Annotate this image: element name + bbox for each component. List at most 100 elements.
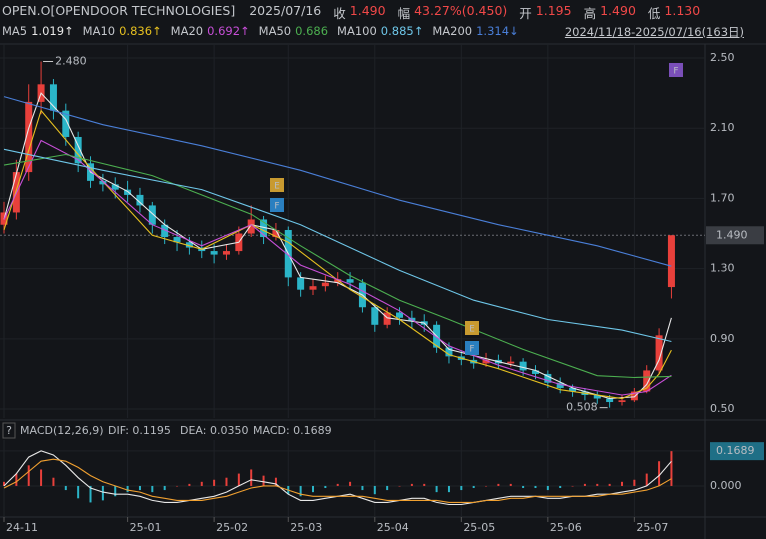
macd-bar	[658, 461, 661, 486]
field-label: 收	[333, 6, 346, 21]
macd-bar	[237, 473, 240, 486]
macd-bar	[163, 485, 166, 491]
macd-bar	[27, 465, 30, 486]
candle-body	[507, 361, 515, 364]
candle-body	[396, 312, 404, 318]
candle-body	[124, 189, 132, 195]
date: 2025/07/16	[249, 3, 322, 18]
macd-bar	[546, 485, 549, 491]
event-marker[interactable]	[465, 341, 479, 355]
macd-last-label: 0.1689	[716, 444, 755, 457]
candle-body	[618, 400, 626, 403]
ma-line	[3, 109, 672, 400]
macd-last-box	[710, 442, 764, 461]
event-marker[interactable]	[270, 198, 284, 212]
event-marker[interactable]	[270, 178, 284, 192]
macd-bar	[52, 477, 55, 486]
macd-bar	[213, 479, 216, 486]
macd-bar	[583, 483, 586, 486]
candle-body	[630, 391, 638, 401]
candle-body	[161, 224, 169, 238]
macd-bar	[299, 485, 302, 497]
macd-bar	[472, 485, 475, 489]
ma-line	[3, 139, 672, 396]
range-label[interactable]: 2024/11/18-2025/07/16(163日)	[564, 25, 744, 39]
legend-name: MA5	[2, 24, 28, 38]
macd-label: MACD: 0.1689	[253, 424, 332, 437]
macd-bar	[64, 485, 67, 491]
help-box[interactable]	[2, 422, 16, 439]
candle-body	[482, 359, 490, 364]
x-tick-label: 25-07	[636, 521, 668, 534]
event-marker[interactable]	[465, 321, 479, 335]
macd-bar	[410, 483, 413, 486]
field-label: 幅	[397, 6, 411, 21]
macd-bar	[312, 485, 314, 493]
field-value: 43.27%(0.450)	[414, 3, 508, 18]
field-value: 1.130	[664, 3, 701, 18]
macd-line	[3, 458, 672, 503]
ma-line	[3, 153, 672, 379]
macd-bar	[571, 485, 574, 487]
legend-value: 0.885↑	[380, 24, 424, 38]
ma-legend: MA5 1.019↑ MA10 0.836↑ MA20 0.692↑ MA50 0.686 MA…	[2, 24, 528, 38]
candle-body	[667, 235, 675, 288]
legend-name: MA50	[258, 24, 292, 38]
event-label: F	[673, 67, 678, 77]
candle-body	[222, 251, 230, 255]
event-marker[interactable]	[669, 63, 683, 77]
legend-value: 1.019↑	[31, 24, 74, 38]
candle-body	[309, 286, 317, 290]
macd-bar	[336, 483, 339, 486]
macd-bar	[398, 485, 401, 487]
macd-bar	[225, 477, 228, 486]
macd-bar	[633, 479, 636, 486]
macd-bar	[15, 473, 18, 486]
high-label: 2.480	[55, 54, 87, 67]
event-label: E	[469, 325, 475, 335]
macd-bar	[373, 485, 376, 495]
macd-bar	[176, 485, 179, 487]
candle-body	[260, 219, 268, 238]
candle-body	[25, 101, 33, 173]
y-tick-label: 0.50	[710, 402, 735, 415]
candle-body	[297, 277, 305, 290]
macd-bar	[3, 481, 5, 486]
candle-body	[606, 398, 614, 403]
macd-bar	[138, 485, 141, 491]
field-label: 开	[519, 6, 532, 21]
candle-body	[445, 347, 453, 357]
candle-body	[383, 312, 391, 325]
macd-bar	[262, 475, 265, 486]
candle-body	[210, 251, 218, 255]
macd-bar	[126, 485, 129, 493]
quote-row: OPEN.O[OPENDOOR TECHNOLOGIES] 2025/07/16…	[2, 3, 700, 22]
macd-bar	[559, 485, 562, 489]
macd-bar	[670, 451, 673, 486]
candle-body	[148, 205, 156, 225]
macd-bar	[386, 485, 389, 491]
macd-bar	[89, 485, 92, 503]
y-tick-label: 0.000	[710, 479, 742, 492]
candle-body	[173, 237, 181, 243]
event-label: F	[274, 202, 279, 212]
field-value: 1.195	[535, 3, 572, 18]
field-value: 1.490	[600, 3, 636, 18]
event-label: E	[274, 182, 280, 192]
macd-bar	[200, 481, 203, 486]
macd-bar	[485, 485, 488, 487]
legend-value: 1.314↓	[476, 24, 519, 38]
last-price-box	[706, 226, 764, 245]
candle-body	[185, 242, 193, 248]
dif-label: DIF: 0.1195	[108, 424, 171, 437]
ma-line	[3, 96, 672, 267]
ma-line	[3, 92, 672, 400]
candle-body	[334, 279, 342, 283]
help-icon[interactable]: ?	[6, 424, 12, 437]
ma-line	[3, 148, 672, 343]
macd-bar	[324, 485, 327, 489]
low-label: 0.508	[566, 401, 598, 414]
macd-bar	[274, 477, 277, 486]
legend-name: MA20	[170, 24, 204, 38]
